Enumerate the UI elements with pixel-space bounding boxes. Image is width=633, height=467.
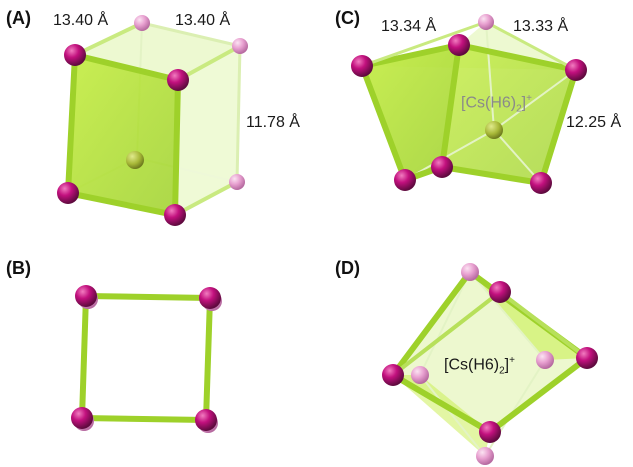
cation-formula: [Cs(H6)2]+ bbox=[461, 93, 532, 115]
formula-subscript: 2 bbox=[499, 365, 505, 377]
distance-label: 13.40 Å bbox=[175, 12, 231, 29]
panel-label-d: (D) bbox=[335, 258, 360, 278]
front-atom bbox=[164, 204, 186, 226]
back-atom bbox=[476, 447, 494, 465]
front-atom bbox=[448, 34, 470, 56]
front-atom bbox=[199, 287, 221, 309]
back-atom bbox=[229, 174, 245, 190]
panel-c-left-face bbox=[362, 45, 459, 180]
front-atom bbox=[565, 59, 587, 81]
front-atom bbox=[382, 364, 404, 386]
panel-c-right-face bbox=[442, 45, 576, 183]
formula-subscript: 2 bbox=[516, 103, 522, 115]
panel-c-cage bbox=[351, 14, 587, 194]
front-atom bbox=[479, 421, 501, 443]
panel-a-right-face bbox=[175, 46, 240, 215]
front-atom bbox=[394, 169, 416, 191]
back-atom bbox=[536, 351, 554, 369]
panel-label-b: (B) bbox=[6, 258, 31, 278]
back-atom bbox=[411, 366, 429, 384]
front-atom bbox=[195, 409, 217, 431]
front-atom bbox=[530, 172, 552, 194]
cation-formula: [Cs(H6)2]+ bbox=[444, 355, 515, 377]
panel-a-front-face bbox=[68, 55, 178, 215]
front-atom bbox=[489, 281, 511, 303]
panel-label-a: (A) bbox=[6, 8, 31, 28]
back-atom bbox=[232, 38, 248, 54]
formula-base: [Cs(H6) bbox=[461, 94, 517, 112]
front-atom bbox=[431, 156, 453, 178]
distance-label: 13.34 Å bbox=[381, 18, 437, 35]
distance-label: 13.40 Å bbox=[53, 12, 109, 29]
front-atom bbox=[75, 285, 97, 307]
formula-charge: + bbox=[509, 355, 515, 366]
front-atom bbox=[71, 407, 93, 429]
front-atom bbox=[167, 69, 189, 91]
panel-d-face bbox=[393, 375, 490, 456]
distance-label: 12.25 Å bbox=[566, 114, 622, 131]
formula-charge: + bbox=[526, 93, 532, 104]
panel-a-cage bbox=[57, 15, 248, 226]
formula-close: ] bbox=[521, 94, 527, 112]
panel-b-cage bbox=[71, 285, 222, 433]
distance-label: 11.78 Å bbox=[246, 114, 300, 131]
panel-d-cage bbox=[382, 263, 598, 465]
back-atom bbox=[461, 263, 479, 281]
back-atom bbox=[134, 15, 150, 31]
front-atom bbox=[351, 55, 373, 77]
front-atom bbox=[64, 44, 86, 66]
front-atom bbox=[57, 182, 79, 204]
formula-close: ] bbox=[504, 356, 510, 374]
center-atom bbox=[126, 151, 144, 169]
front-atom bbox=[576, 347, 598, 369]
back-atom bbox=[478, 14, 494, 30]
formula-base: [Cs(H6) bbox=[444, 356, 500, 374]
distance-label: 13.33 Å bbox=[513, 18, 569, 35]
center-atom bbox=[485, 121, 503, 139]
panel-label-c: (C) bbox=[335, 8, 360, 28]
